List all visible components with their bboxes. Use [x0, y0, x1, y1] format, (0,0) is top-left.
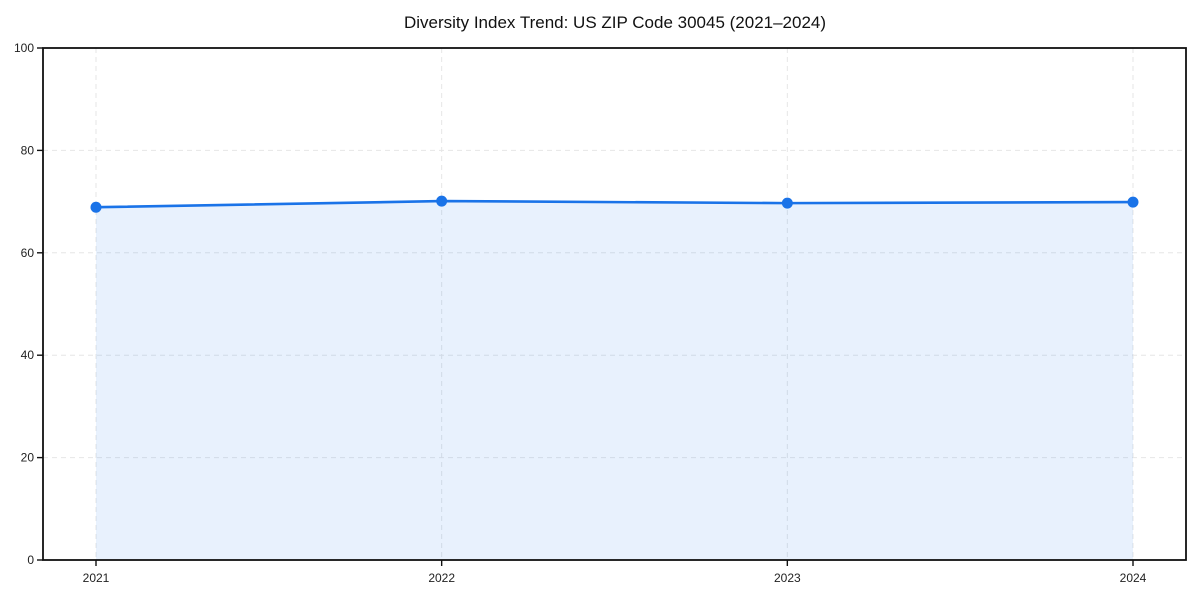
- x-tick-label: 2022: [428, 571, 455, 585]
- axes-layer: [37, 47, 1187, 566]
- trend-line: [94, 199, 1135, 209]
- area-fill: [96, 201, 1133, 560]
- data-point-2024: [1127, 196, 1139, 208]
- chart-title: Diversity Index Trend: US ZIP Code 30045…: [404, 13, 826, 32]
- data-point-2021: [90, 201, 102, 213]
- y-tick-label: 60: [21, 246, 35, 260]
- data-point-2022: [436, 195, 448, 207]
- x-tick-label: 2023: [774, 571, 801, 585]
- y-tick-label: 80: [21, 143, 35, 157]
- data-point-2023: [781, 197, 793, 209]
- y-tick-label: 40: [21, 348, 35, 362]
- line-layer: [90, 195, 1139, 213]
- y-tick-label: 20: [21, 451, 35, 465]
- tick-labels-layer: 0 20 40 60 80 100 2021 2022 2023 2024: [14, 41, 1147, 585]
- x-tick-label: 2021: [83, 571, 110, 585]
- plot-border: [42, 47, 1187, 561]
- y-tick-label: 0: [27, 553, 34, 567]
- area-layer: [96, 201, 1133, 560]
- y-tick-label: 100: [14, 41, 34, 55]
- x-tick-label: 2024: [1120, 571, 1147, 585]
